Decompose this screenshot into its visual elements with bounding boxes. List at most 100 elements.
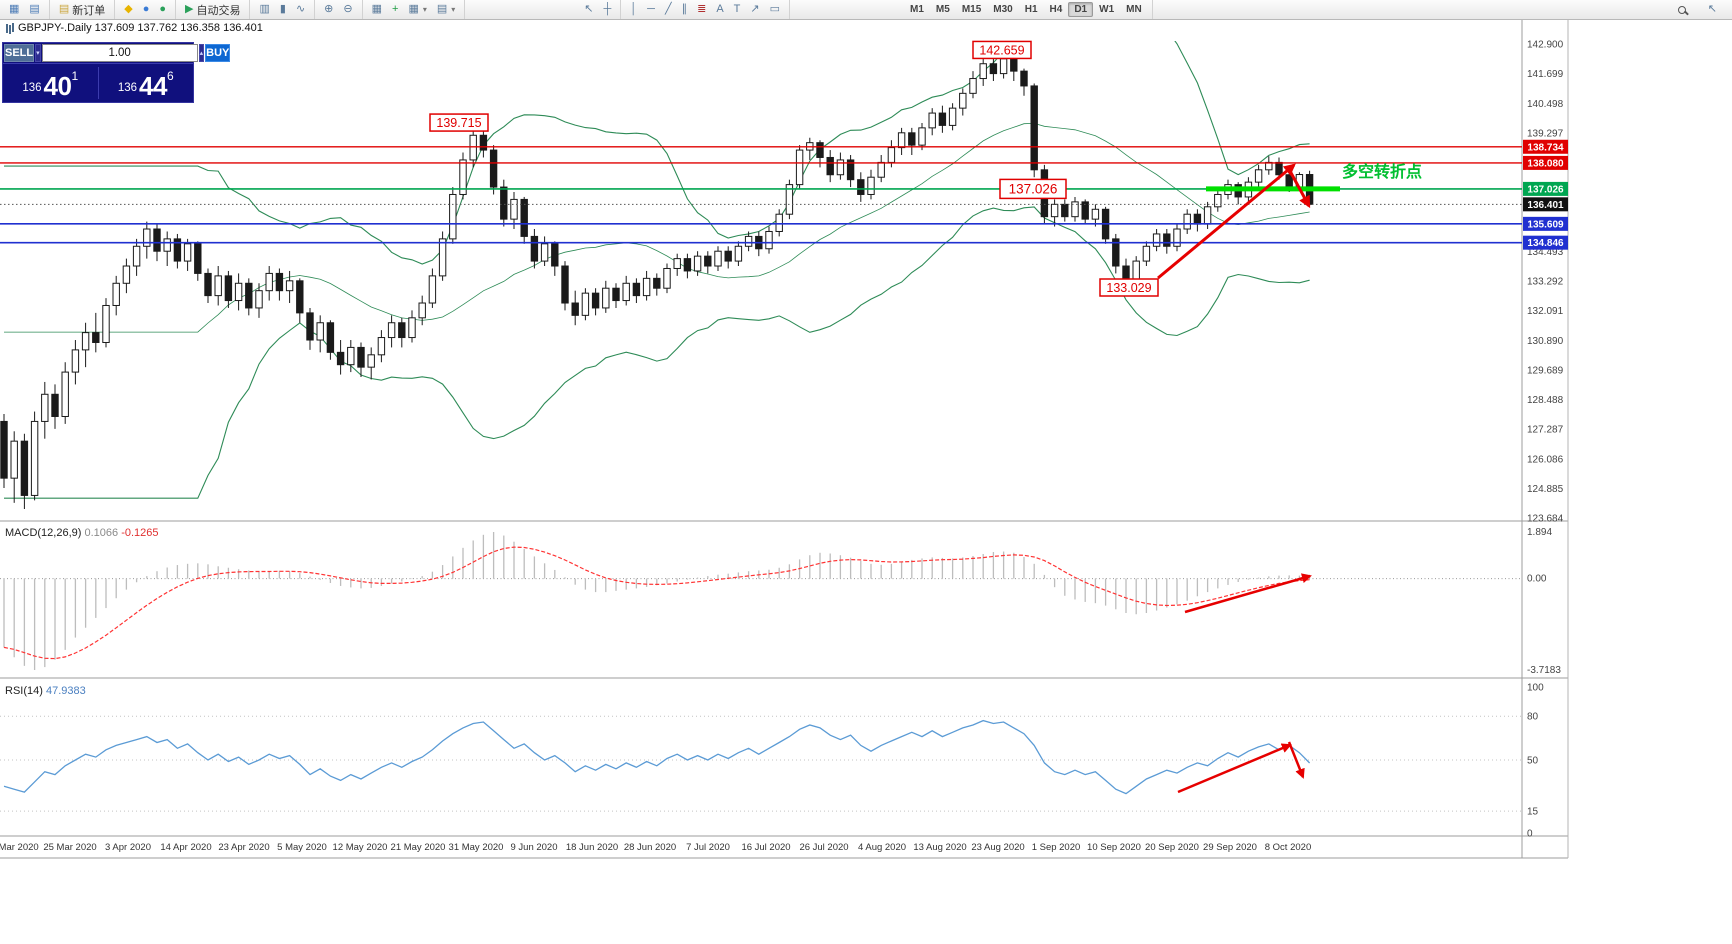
price-box-label: 136.401 — [1527, 200, 1564, 211]
fibonacci-button[interactable]: ≣ — [692, 2, 711, 17]
buy-price[interactable]: 136 44 6 — [99, 64, 194, 102]
market-button[interactable]: ● — [138, 2, 155, 17]
timeframe-m5[interactable]: M5 — [935, 4, 950, 15]
price-tick-label: 128.488 — [1527, 395, 1564, 406]
price-box-138.080 — [1523, 155, 1568, 170]
toolbar-group: ▦ + ▦ ▾ ▤ ▾ — [363, 0, 466, 19]
zoom-out-button[interactable]: ⊖ — [338, 2, 357, 17]
timeframe-mn[interactable]: MN — [1126, 4, 1142, 15]
line-chart-button[interactable]: ∿ — [291, 2, 310, 17]
signals-button[interactable]: ● — [154, 2, 171, 17]
price-annotation-box[interactable] — [972, 40, 1032, 60]
new-order-icon: ▤ — [58, 3, 70, 15]
periods-button[interactable]: ▦ ▾ — [403, 2, 431, 17]
arrows-button[interactable]: ↗ — [745, 2, 764, 17]
annotations[interactable]: 多空转折点 142.659 139.715 137.026 133.029 — [429, 40, 1422, 794]
bar-chart-button[interactable]: ▥ — [254, 2, 274, 17]
quick-pointer-button[interactable]: ↖ — [1703, 2, 1722, 17]
timeframe-m1[interactable]: M1 — [910, 4, 924, 15]
zoom-in-icon: ⊕ — [324, 3, 334, 15]
svg-text:15: 15 — [1527, 807, 1539, 818]
chart-icon — [6, 23, 8, 33]
volume-down-button[interactable]: ▾ — [35, 44, 41, 62]
text-button[interactable]: A — [711, 2, 728, 17]
toolbar-group: ⊕ ⊖ — [315, 0, 363, 19]
shapes-button[interactable]: ▭ — [765, 2, 785, 17]
cursor-icon: ↖ — [584, 3, 594, 15]
rsi-line — [3, 719, 1311, 795]
new-chart-button[interactable]: ▦ — [4, 2, 24, 17]
svg-text:100: 100 — [1527, 683, 1544, 694]
price-box-label: 138.080 — [1527, 158, 1564, 169]
trendline-button[interactable]: ╱ — [660, 2, 677, 17]
quick-pointer-icon: ↖ — [1707, 3, 1717, 15]
tile-windows-button[interactable]: ▦ — [367, 2, 387, 17]
price-scale[interactable]: 142.900 141.699 140.498 139.297 134.493 133.2… — [1522, 20, 1568, 836]
search-button[interactable] — [1673, 4, 1691, 16]
equidistant-channel-button[interactable]: ∥ — [677, 2, 693, 17]
horizontal-lines[interactable] — [0, 146, 1522, 244]
candlestick-chart-button[interactable]: ▮ — [275, 2, 291, 17]
chart-canvas[interactable]: 142.900 141.699 140.498 139.297 134.493 133.2… — [0, 20, 1732, 944]
zoom-out-icon: ⊖ — [343, 3, 353, 15]
price-annotation-box[interactable] — [999, 178, 1067, 200]
note-text[interactable]: 多空转折点 — [1342, 162, 1422, 181]
price-tick-label: 124.885 — [1527, 484, 1564, 495]
chart-window[interactable]: 142.900 141.699 140.498 139.297 134.493 133.2… — [0, 20, 1732, 944]
timeframe-d1[interactable]: D1 — [1068, 2, 1094, 17]
date-label: 12 May 2020 — [333, 842, 388, 853]
bollinger-bands — [4, 41, 1310, 499]
toolbar-group: ▶ 自动交易 — [176, 0, 251, 20]
date-label: 14 Apr 2020 — [160, 842, 211, 853]
price-tick-label: 123.684 — [1527, 514, 1564, 525]
toolbar-group: ◆ ● ● — [115, 0, 176, 19]
price-annotation-box[interactable] — [1099, 278, 1159, 297]
mql5-community-button[interactable]: ◆ — [119, 2, 137, 17]
one-click-controls: SELL ▾ ▴ BUY — [3, 43, 231, 64]
horizontal-line-button[interactable]: ─ — [642, 2, 660, 17]
date-label: 23 Apr 2020 — [218, 842, 269, 853]
indicators-button[interactable]: + — [387, 2, 403, 17]
price-tick-label: 132.091 — [1527, 306, 1564, 317]
price-box-136.401 — [1523, 197, 1568, 212]
chart-profiles-button[interactable]: ▤ — [24, 2, 44, 17]
date-label: 10 Sep 2020 — [1087, 842, 1141, 853]
candlestick-chart-icon: ▮ — [279, 3, 286, 15]
zoom-in-button[interactable]: ⊕ — [319, 2, 338, 17]
timeframe-h1[interactable]: H1 — [1024, 4, 1038, 15]
crosshair-button[interactable]: ┼ — [599, 2, 617, 17]
date-label: 28 Jun 2020 — [624, 842, 676, 853]
timeframe-m30[interactable]: M30 — [993, 4, 1013, 15]
timeframe-m15[interactable]: M15 — [961, 4, 982, 15]
periods-dropdown-icon: ▾ — [422, 5, 427, 14]
sell-price-figure: 136 — [22, 82, 42, 94]
autotrading-button[interactable]: ▶ 自动交易 — [180, 0, 245, 20]
timeframe-h4[interactable]: H4 — [1049, 4, 1063, 15]
timeframe-w1[interactable]: W1 — [1099, 4, 1115, 15]
templates-button[interactable]: ▤ ▾ — [432, 2, 460, 17]
volume-up-button[interactable]: ▴ — [198, 44, 205, 62]
date-label: 25 Mar 2020 — [43, 842, 96, 853]
date-label: 18 Jun 2020 — [566, 842, 618, 853]
bar-chart-icon: ▥ — [259, 3, 270, 15]
price-annotation-box[interactable] — [429, 113, 489, 132]
trend-arrow[interactable] — [1287, 741, 1305, 779]
volume-input[interactable] — [41, 44, 198, 62]
cursor-button[interactable]: ↖ — [579, 2, 598, 17]
trend-arrow[interactable] — [1157, 163, 1296, 280]
text-label-icon: T — [733, 3, 741, 15]
trend-arrow[interactable] — [1184, 573, 1312, 614]
text-label-button[interactable]: T — [729, 2, 746, 17]
trend-arrow[interactable] — [1177, 743, 1292, 794]
sell-button[interactable]: SELL — [4, 44, 35, 62]
date-label: 1 Sep 2020 — [1032, 842, 1081, 853]
arrows-icon: ↗ — [750, 3, 760, 15]
price-box-135.609 — [1523, 216, 1568, 231]
vertical-line-button[interactable]: │ — [625, 2, 642, 17]
new-order-button[interactable]: ▤ 新订单 — [54, 0, 110, 20]
buy-button[interactable]: BUY — [205, 44, 231, 62]
time-scale[interactable]: 16 Mar 2020 25 Mar 2020 3 Apr 2020 14 Apr 2… — [0, 837, 1522, 858]
buy-price-point: 6 — [166, 69, 174, 83]
sell-price[interactable]: 136 40 1 — [3, 64, 98, 102]
trend-arrow[interactable] — [1288, 170, 1311, 209]
